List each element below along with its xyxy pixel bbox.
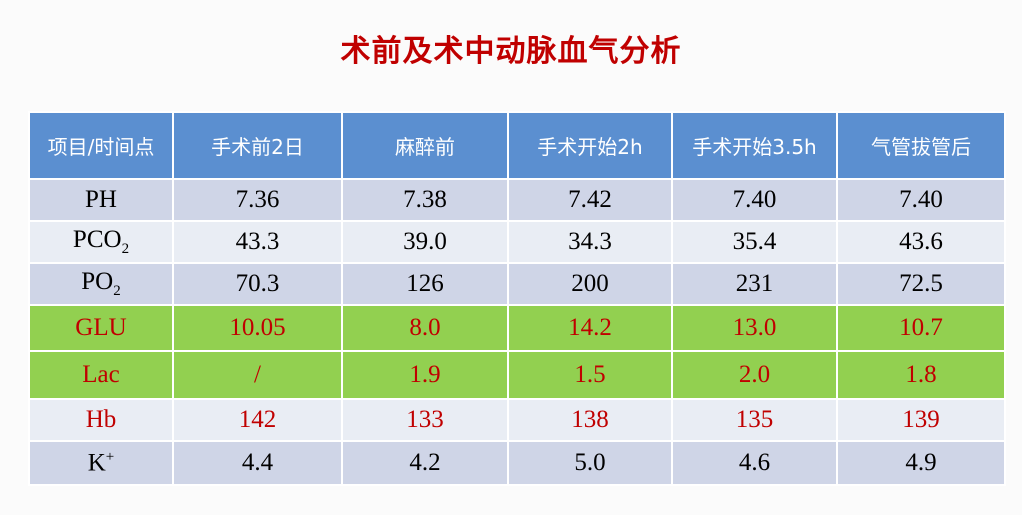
- value-cell: 72.5: [836, 262, 1006, 306]
- value-cell: 43.6: [836, 220, 1006, 264]
- value-cell: 35.4: [671, 220, 838, 264]
- row-label: K+: [28, 440, 174, 486]
- table-row: PH 7.36 7.38 7.42 7.40 7.40: [28, 178, 1006, 222]
- table-row: Lac /1.9 1.5 2.0 1.8: [28, 350, 1006, 400]
- value-cell: 231: [671, 262, 838, 306]
- value-cell: 5.0: [507, 440, 673, 486]
- value-cell: 200: [507, 262, 673, 306]
- label-subscript: 2: [113, 283, 121, 299]
- row-label: PCO2: [28, 220, 174, 264]
- value-cell: 133: [341, 398, 509, 442]
- value-cell: 126: [341, 262, 509, 306]
- header-cell: 手术开始3.5h: [671, 111, 838, 180]
- value-cell: 8.0: [341, 304, 509, 352]
- header-cell: 气管拔管后: [836, 111, 1006, 180]
- value-cell: 2.0: [671, 350, 838, 400]
- value-cell: 4.9: [836, 440, 1006, 486]
- value-cell: 7.40: [671, 178, 838, 222]
- label-text: GLU: [75, 314, 127, 341]
- value-cell: 39.0: [341, 220, 509, 264]
- value-cell: 139: [836, 398, 1006, 442]
- row-label: Lac: [28, 350, 174, 400]
- value-cell: 4.4: [172, 440, 343, 486]
- value-cell: /: [172, 350, 343, 400]
- header-row: 项目/时间点 手术前2日 麻醉前 手术开始2h 手术开始3.5h 气管拔管后: [28, 111, 1006, 180]
- row-label: Hb: [28, 398, 174, 442]
- value-cell: 1.5: [507, 350, 673, 400]
- label-text: PH: [85, 186, 117, 213]
- slide-title: 术前及术中动脉血气分析: [340, 34, 682, 69]
- value-cell: 70.3: [172, 262, 343, 306]
- value-cell: 7.36: [172, 178, 343, 222]
- row-label: PH: [28, 178, 174, 222]
- row-label: GLU: [28, 304, 174, 352]
- label-text: PCO: [72, 226, 122, 253]
- value-cell: 7.38: [341, 178, 509, 222]
- table-row: Hb 142 133 138 135 139: [28, 398, 1006, 442]
- label-text: PO: [81, 268, 114, 295]
- value-cell: 43.3: [172, 220, 343, 264]
- header-cell: 麻醉前: [341, 111, 509, 180]
- table-row: PCO2 43.3 39.0 34.3 35.4 43.6: [28, 220, 1006, 264]
- label-superscript: +: [105, 448, 115, 465]
- data-table: 项目/时间点 手术前2日 麻醉前 手术开始2h 手术开始3.5h 气管拔管后 PH 7.36…: [28, 111, 1006, 486]
- value-cell: 135: [671, 398, 838, 442]
- value-cell: 7.40: [836, 178, 1006, 222]
- value-cell: 13.0: [671, 304, 838, 352]
- value-cell: 14.2: [507, 304, 673, 352]
- value-cell: 10.05: [172, 304, 343, 352]
- value-cell: 142: [172, 398, 343, 442]
- table-row: PO2 70.3 126 200 231 72.5: [28, 262, 1006, 306]
- header-cell: 手术前2日: [172, 111, 343, 180]
- value-cell: 34.3: [507, 220, 673, 264]
- label-text: K: [87, 449, 106, 477]
- header-cell: 手术开始2h: [507, 111, 673, 180]
- value-cell: 1.8: [836, 350, 1006, 400]
- label-text: Lac: [82, 361, 120, 388]
- label-subscript: 2: [121, 241, 130, 257]
- table-row: K+ 4.4 4.2 5.0 4.6 4.9: [28, 440, 1006, 486]
- label-text: Hb: [85, 406, 117, 433]
- header-cell: 项目/时间点: [28, 111, 174, 180]
- table-row: GLU 10.05 8.0 14.2 13.0 10.7: [28, 304, 1006, 352]
- value-cell: 138: [507, 398, 673, 442]
- value-cell: 7.42: [507, 178, 673, 222]
- row-label: PO2: [28, 262, 174, 306]
- value-cell: 10.7: [836, 304, 1006, 352]
- value-cell: 1.9: [341, 350, 509, 400]
- value-cell: 4.6: [671, 440, 838, 486]
- value-cell: 4.2: [341, 440, 509, 486]
